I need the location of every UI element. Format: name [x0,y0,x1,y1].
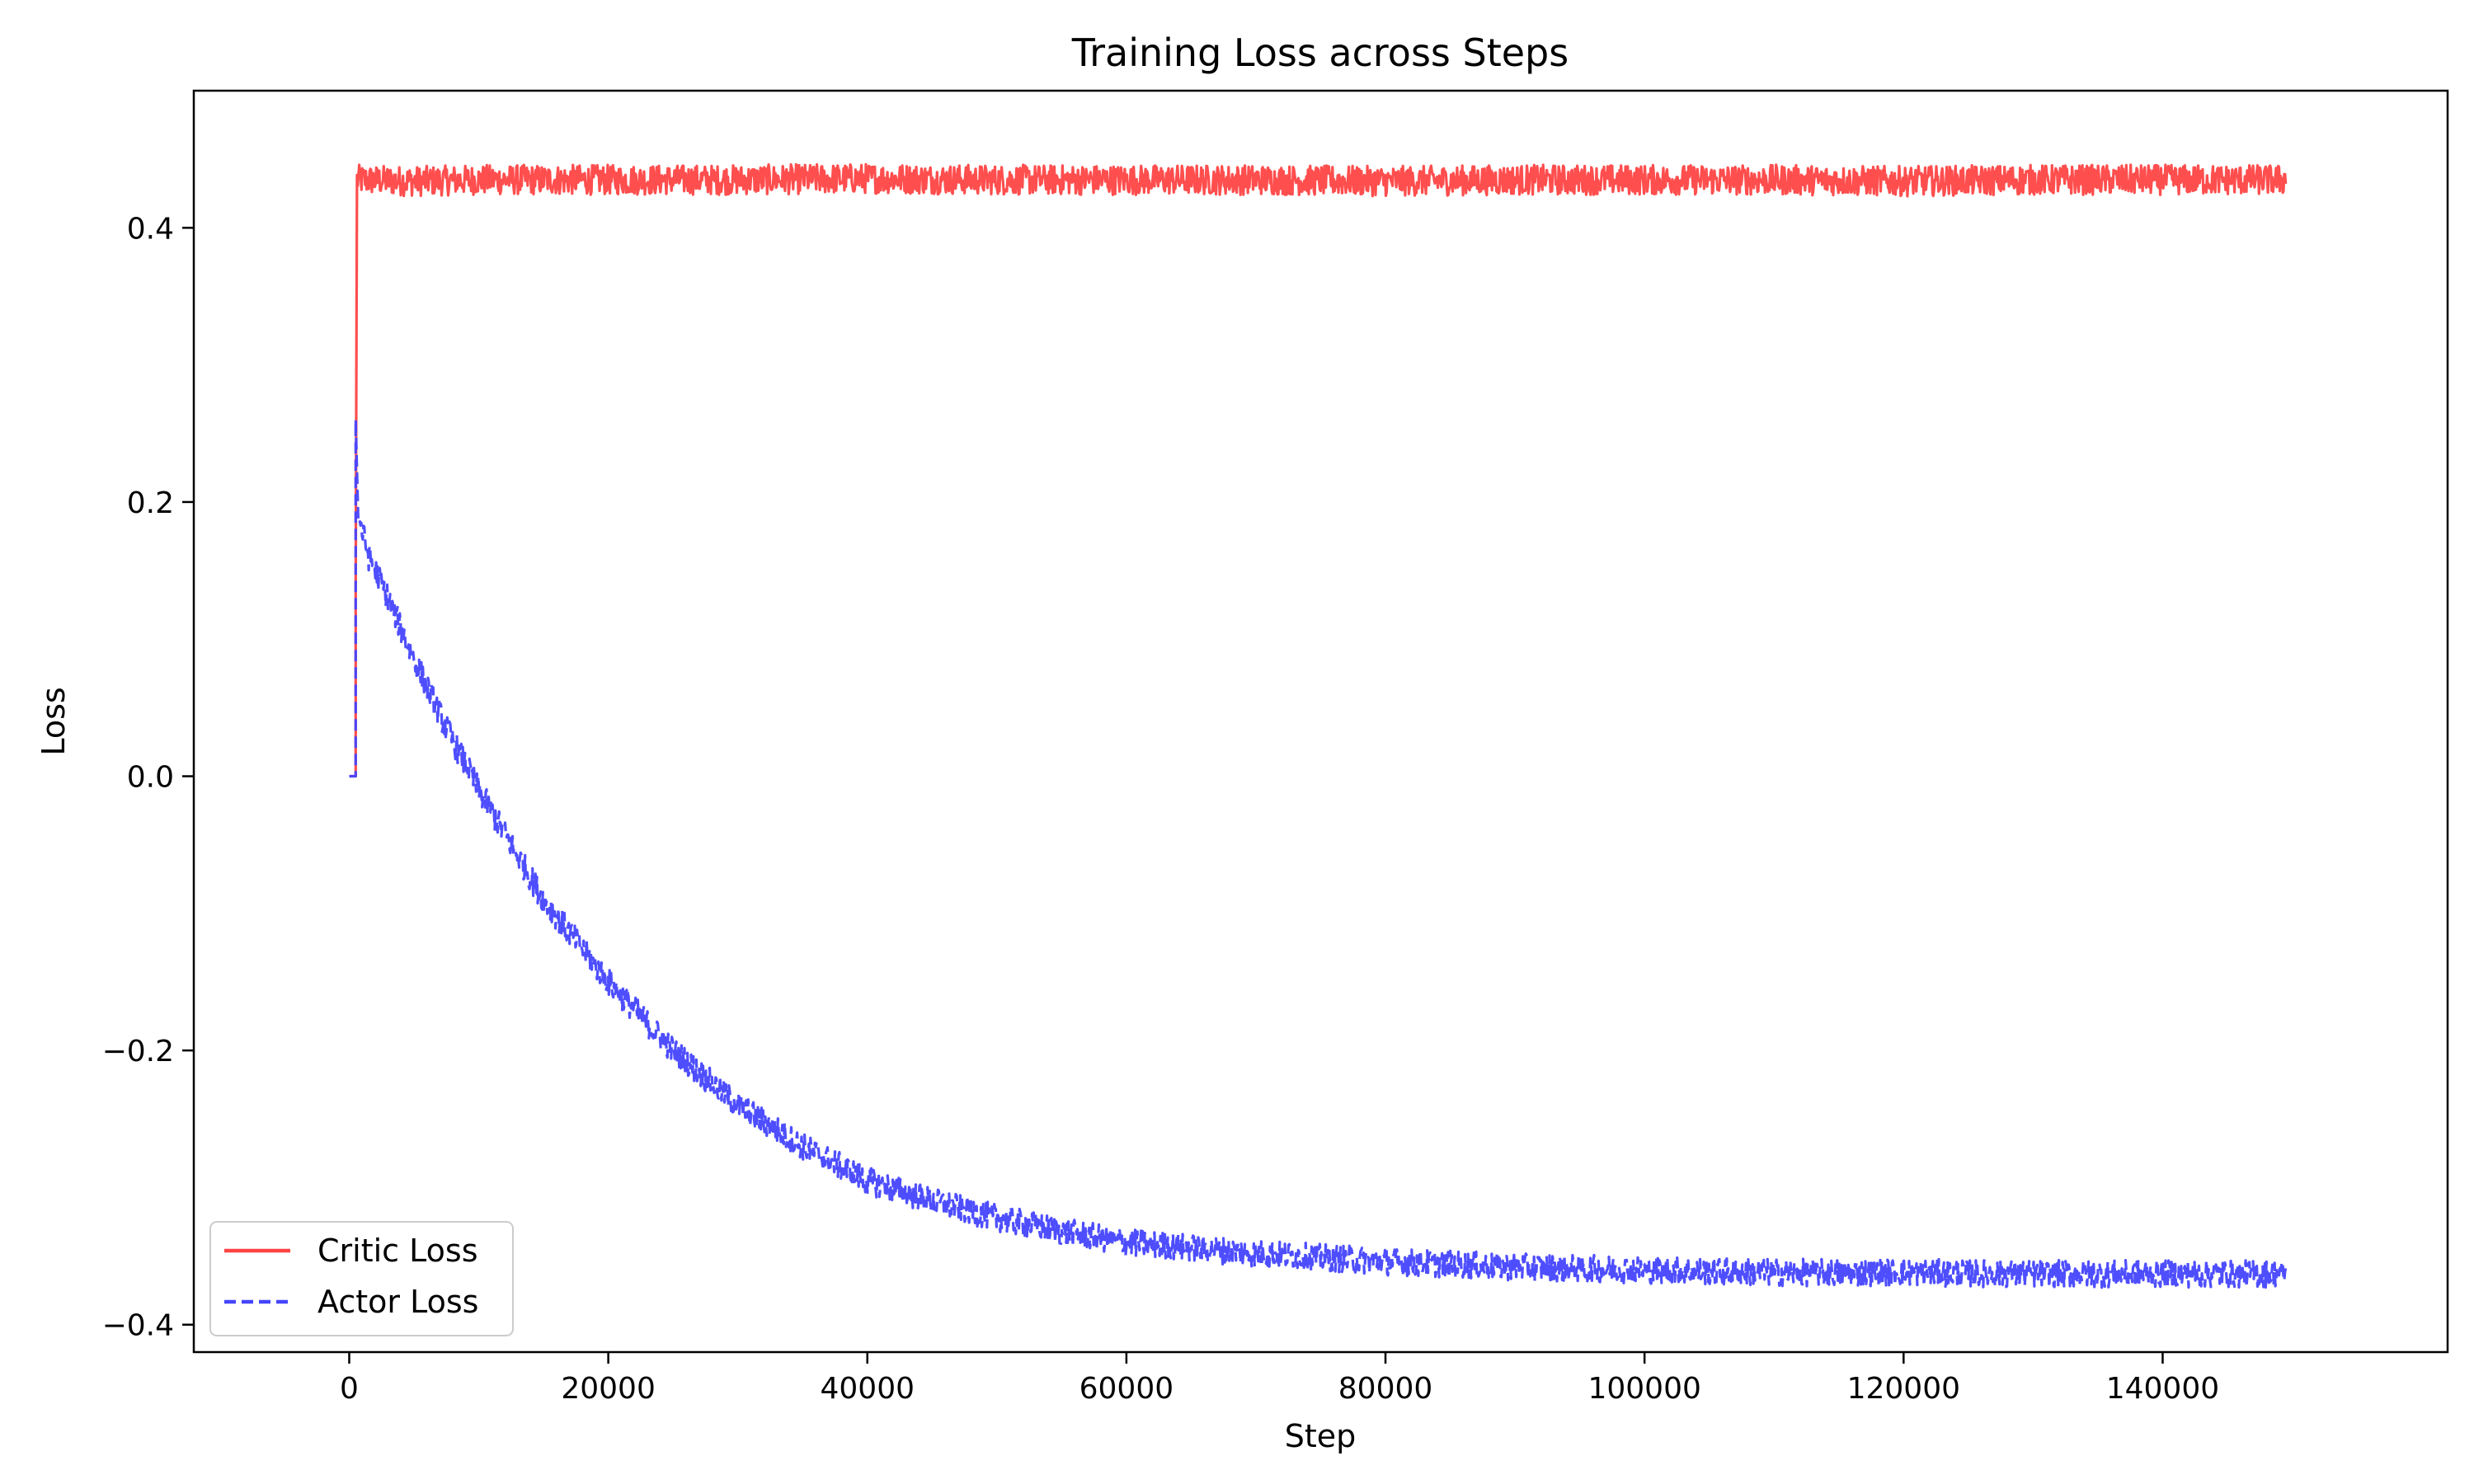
series-line-actor-loss [349,418,2288,1289]
x-tick-label: 40000 [820,1372,915,1406]
y-axis-label: Loss [35,687,72,755]
legend-label-actor-loss: Actor Loss [317,1284,478,1320]
x-tick-label: 100000 [1587,1372,1700,1406]
y-axis: −0.4 −0.2 0.0 0.2 0.4 [102,212,194,1343]
x-tick-label: 120000 [1847,1372,1960,1406]
chart-title: Training Loss across Steps [1071,31,1569,75]
y-tick-label: −0.4 [102,1309,174,1343]
series-line-critic-loss [349,162,2288,778]
x-tick-label: 20000 [561,1372,656,1406]
legend-label-critic-loss: Critic Loss [317,1233,478,1269]
x-axis-label: Step [1285,1418,1357,1454]
x-tick-label: 60000 [1079,1372,1174,1406]
y-tick-label: 0.0 [127,761,174,795]
plot-frame [192,89,2449,1354]
y-tick-label: 0.2 [127,486,174,520]
x-tick-label: 0 [340,1372,359,1406]
x-axis: 0 20000 40000 60000 80000 100000 120000 140000 [340,1352,2219,1406]
legend: Critic Loss Actor Loss [209,1221,514,1336]
plot-area [349,162,2288,1289]
x-tick-label: 80000 [1338,1372,1433,1406]
x-tick-label: 140000 [2106,1372,2219,1406]
y-tick-label: 0.4 [127,212,174,246]
y-tick-label: −0.2 [102,1035,174,1068]
